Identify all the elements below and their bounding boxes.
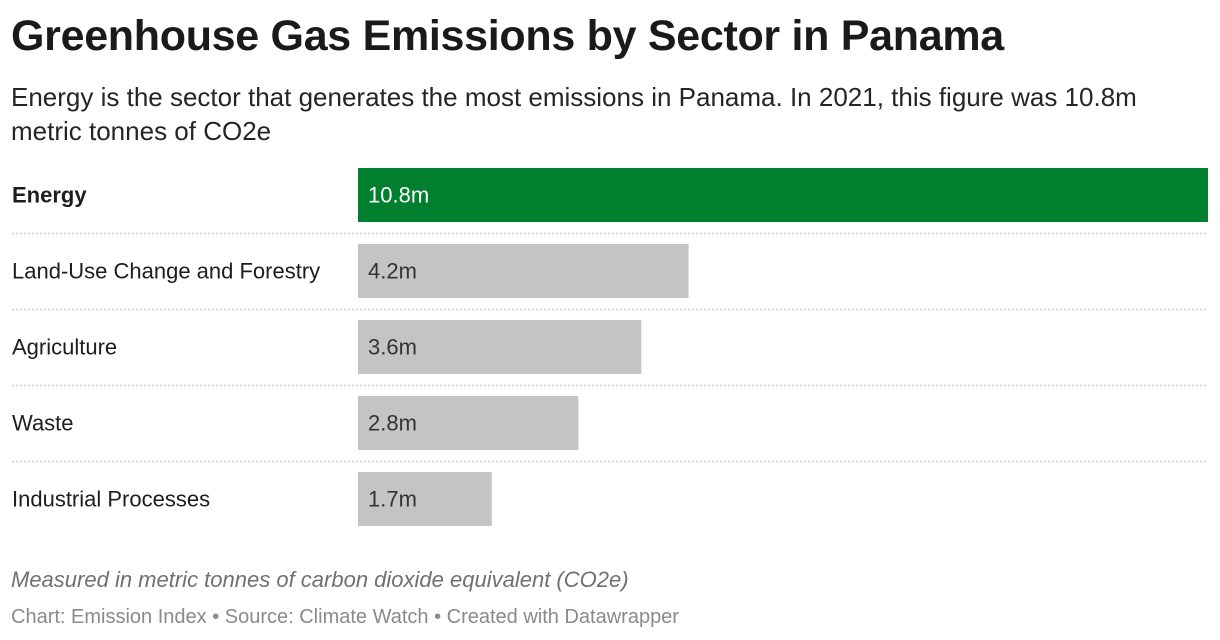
value-label-land-use-change-and-forestry: 4.2m	[368, 259, 417, 284]
bar-land-use-change-and-forestry	[358, 244, 689, 298]
bar-industrial-processes	[358, 472, 492, 526]
value-label-agriculture: 3.6m	[368, 335, 417, 360]
value-label-waste: 2.8m	[368, 411, 417, 436]
category-label-agriculture: Agriculture	[12, 335, 117, 360]
chart-title: Greenhouse Gas Emissions by Sector in Pa…	[11, 12, 1004, 60]
chart-footer: Chart: Emission Index • Source: Climate …	[11, 606, 679, 628]
category-label-industrial-processes: Industrial Processes	[12, 487, 210, 512]
bar-agriculture	[358, 320, 642, 374]
category-label-land-use-change-and-forestry: Land-Use Change and Forestry	[12, 259, 320, 284]
category-label-energy: Energy	[12, 183, 87, 208]
value-label-energy: 10.8m	[368, 183, 429, 208]
chart-subtitle: Energy is the sector that generates the …	[11, 82, 1137, 146]
category-label-waste: Waste	[12, 411, 74, 436]
chart-notes: Measured in metric tonnes of carbon diox…	[11, 567, 629, 592]
bar-waste	[358, 396, 579, 450]
value-label-industrial-processes: 1.7m	[368, 487, 417, 512]
bar-energy	[358, 168, 1208, 222]
bar-chart: Energy 10.8m Land-Use Change and Forestry 4…	[12, 168, 1208, 526]
